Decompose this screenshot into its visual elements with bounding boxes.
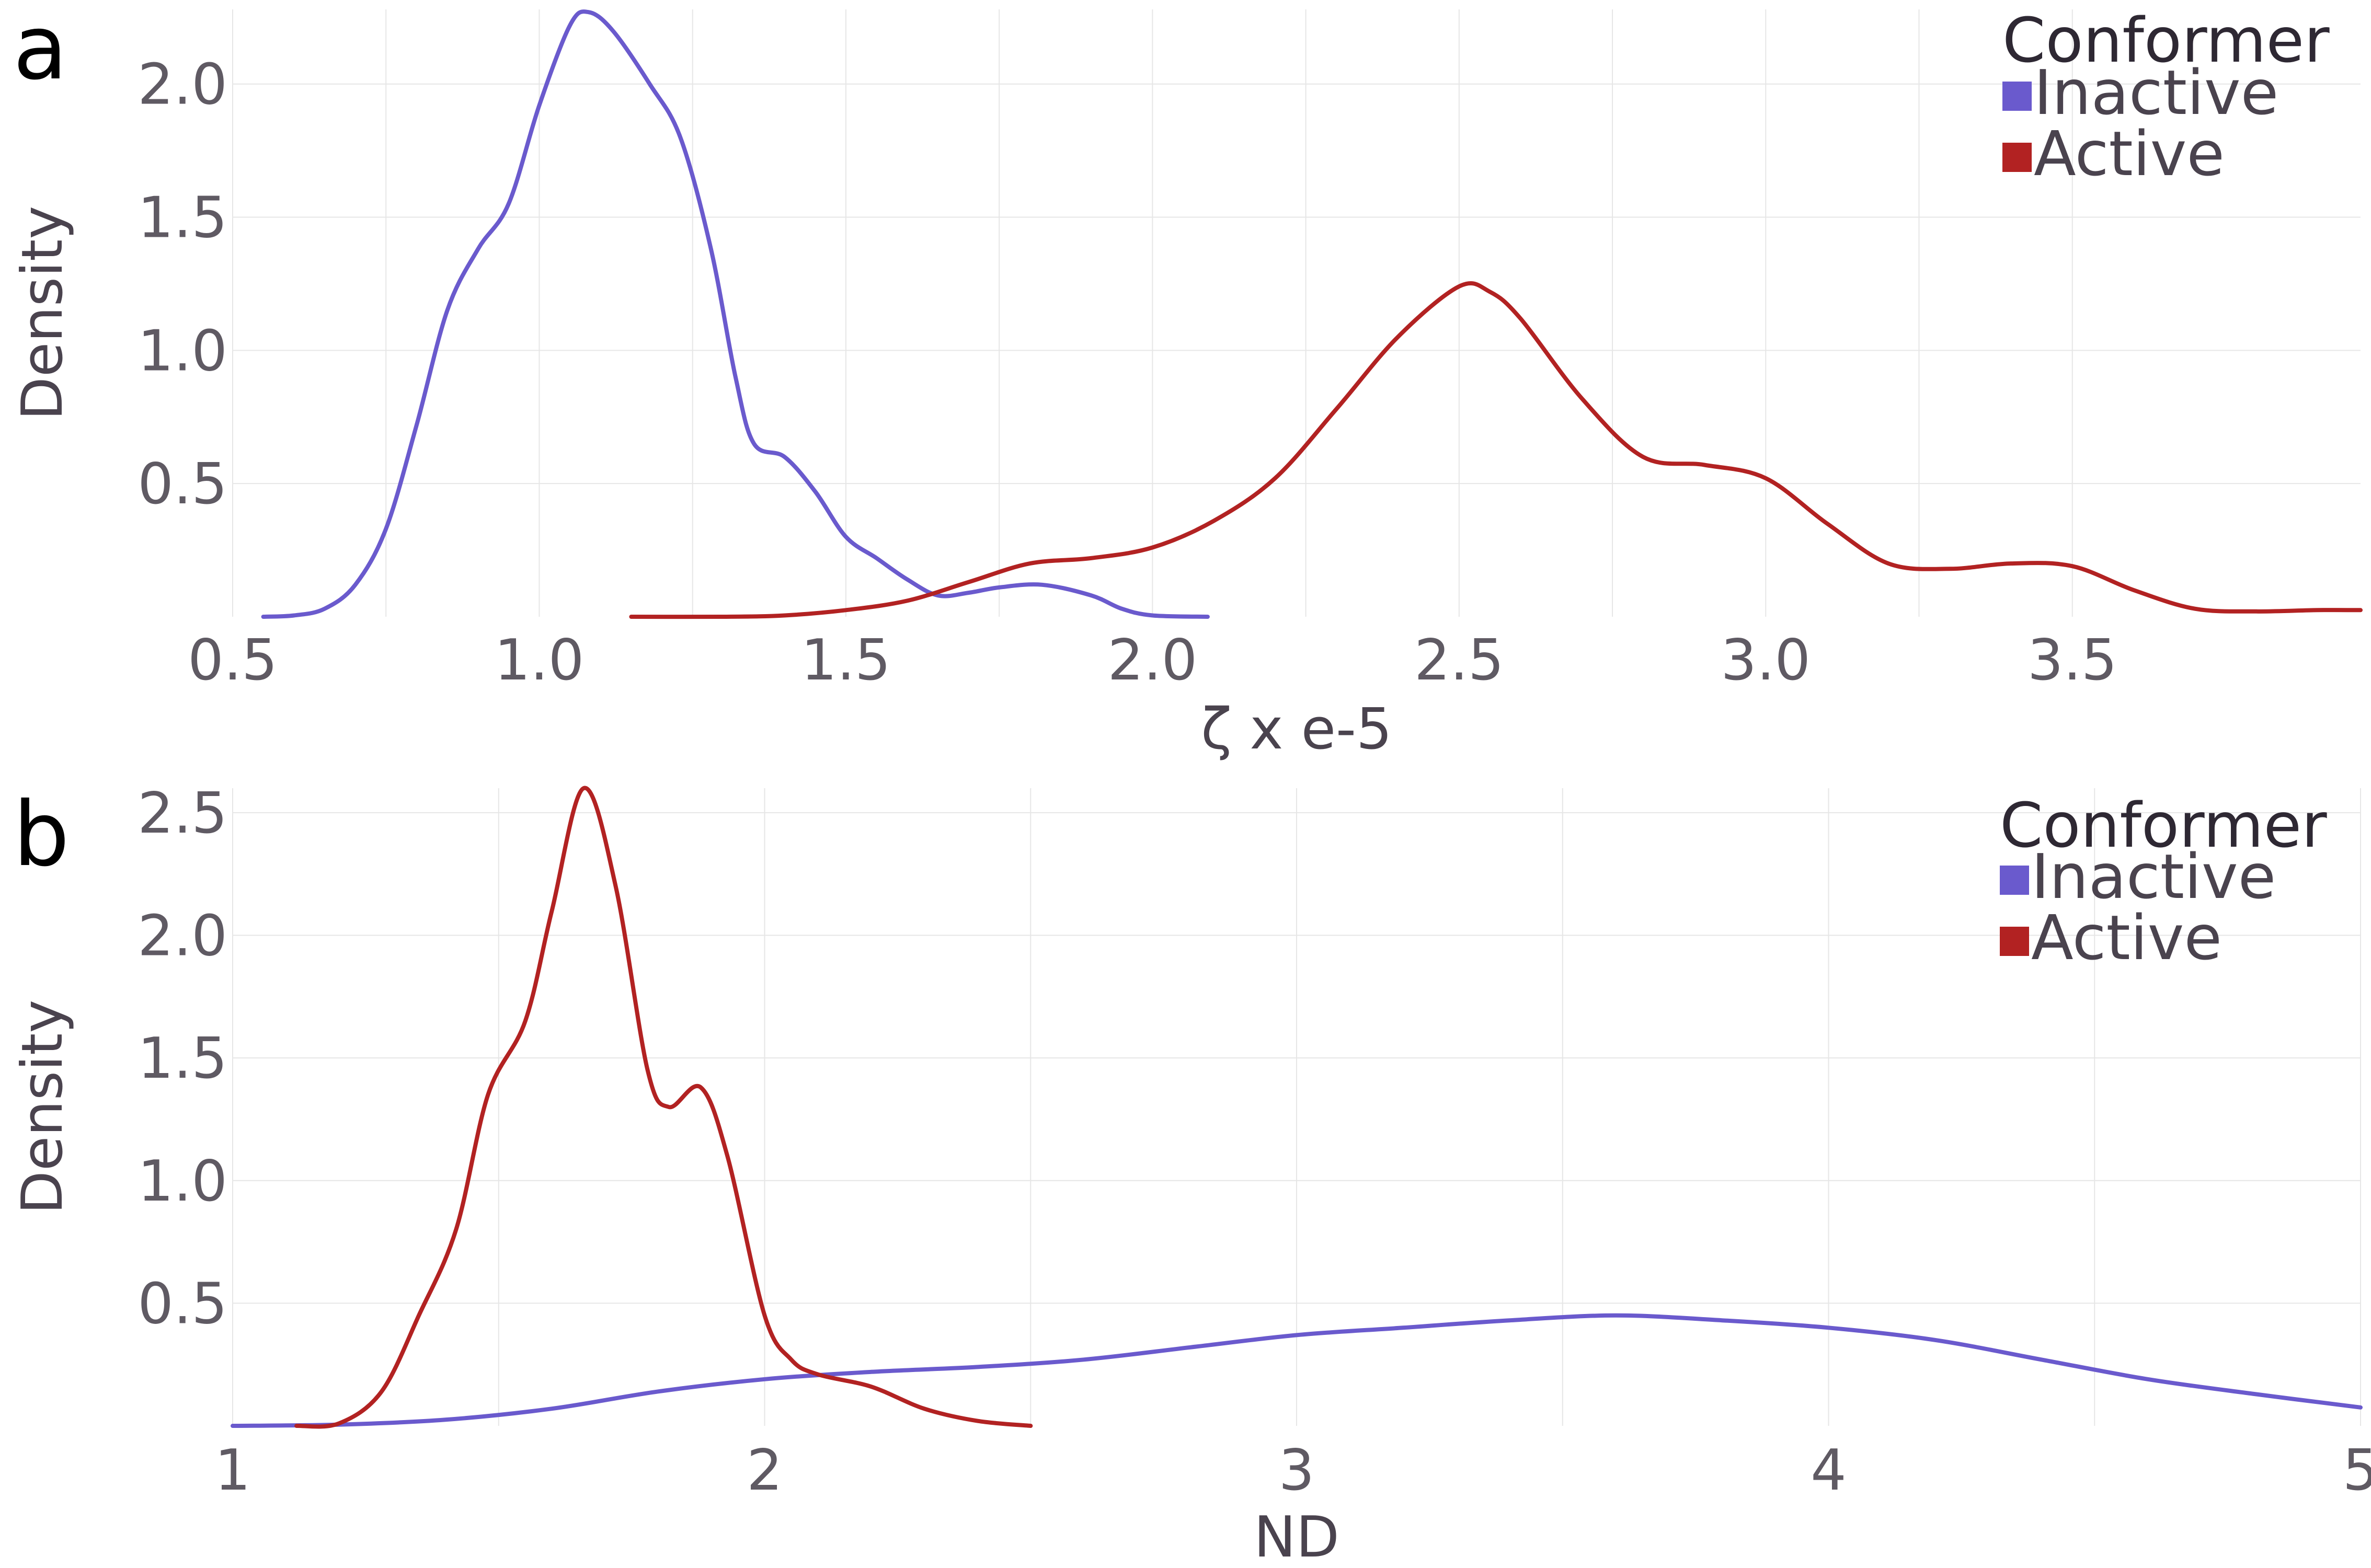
y-tick-label: 1.5 xyxy=(138,186,227,251)
series-line-active xyxy=(294,786,1033,1429)
x-tick-label: 1 xyxy=(215,1438,251,1503)
y-tick-label: 2.0 xyxy=(138,52,227,118)
y-tick-label: 1.0 xyxy=(138,318,227,384)
x-tick-label: 2.0 xyxy=(1107,628,1197,693)
legend-label-inactive: Inactive xyxy=(2031,840,2276,913)
x-tick-label: 4 xyxy=(1811,1438,1847,1503)
panel-label: b xyxy=(13,783,70,886)
chart-panel-a: a0.5 1.0 1.5 2.0 2.5 3.0 3.50.51.01.52.0ζ x e-… xyxy=(10,0,2363,762)
y-tick-label: 2.5 xyxy=(138,781,227,846)
legend-label-active: Active xyxy=(2034,118,2225,190)
x-tick-label: 3.0 xyxy=(1721,628,1811,693)
x-tick-label: 1.5 xyxy=(801,628,891,693)
x-tick-label: 2 xyxy=(747,1438,783,1503)
y-axis-title: Density xyxy=(10,206,75,421)
chart-panel-b: b 1 2 3 4 5 0.5 1.0 1.5 2.0 2.5 ND Density ConformerI… xyxy=(10,781,2371,1568)
x-tick-label: 1.0 xyxy=(495,628,585,693)
legend-swatch-active xyxy=(2002,143,2032,172)
y-tick-label: 1.0 xyxy=(138,1149,227,1214)
y-tick-label: 0.5 xyxy=(138,1271,227,1336)
y-tick-label: 2.0 xyxy=(138,904,227,969)
legend-label-inactive: Inactive xyxy=(2034,56,2278,129)
legend-title: Conformer xyxy=(2000,789,2327,861)
series-line-inactive xyxy=(261,9,1210,619)
legend-swatch-inactive xyxy=(2000,866,2029,895)
panel-label: a xyxy=(13,0,67,100)
legend-swatch-inactive xyxy=(2002,82,2032,111)
x-axis-title: ND xyxy=(1254,1505,1339,1568)
x-tick-label: 2.5 xyxy=(1414,628,1504,693)
y-tick-label: 1.5 xyxy=(138,1026,227,1091)
series-line-active xyxy=(629,281,2363,619)
x-tick-label: 3.5 xyxy=(2028,628,2117,693)
x-axis-title: ζ x e-5 xyxy=(1201,697,1392,762)
x-tick-label: 3 xyxy=(1279,1438,1315,1503)
legend-label-active: Active xyxy=(2031,902,2222,974)
x-tick-label: 0.5 xyxy=(188,628,278,693)
legend-swatch-active xyxy=(2000,927,2029,956)
legend-title: Conformer xyxy=(2002,4,2330,76)
y-tick-label: 0.5 xyxy=(138,452,227,517)
y-axis-title: Density xyxy=(10,1000,75,1215)
series-line-inactive xyxy=(231,1313,2363,1428)
x-tick-label: 5 xyxy=(2343,1438,2371,1503)
